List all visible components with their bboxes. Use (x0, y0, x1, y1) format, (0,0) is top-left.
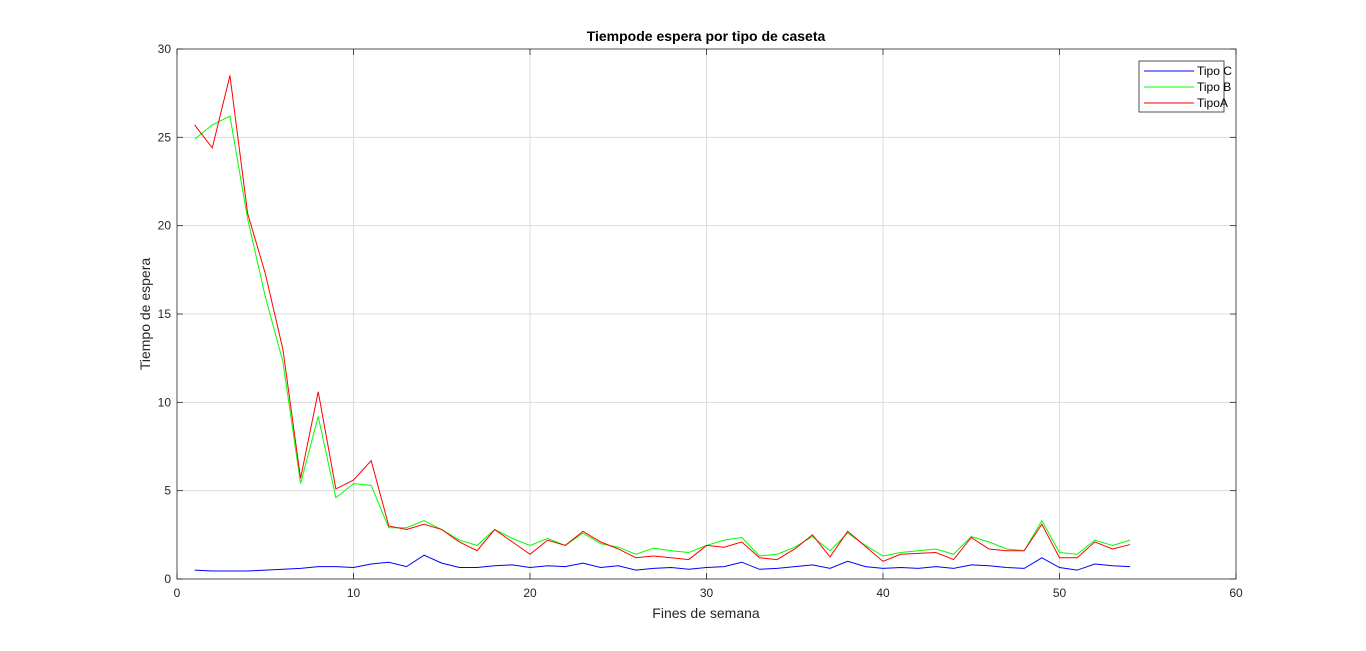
y-tick-label: 5 (164, 484, 171, 498)
x-axis-ticks: 0 10 20 30 40 50 60 (174, 49, 1243, 600)
x-tick-label: 20 (523, 586, 537, 600)
y-axis-ticks: 0 5 10 15 20 25 30 (158, 42, 1236, 586)
series-line-tipo-b (194, 115, 1131, 557)
series-lines (194, 75, 1131, 572)
grid (177, 49, 1236, 579)
y-tick-label: 25 (158, 130, 172, 144)
legend: Tipo C Tipo B TipoA (1138, 60, 1232, 113)
x-tick-label: 30 (700, 586, 714, 600)
y-tick-label: 0 (164, 572, 171, 586)
chart-title: Tiempode espera por tipo de caseta (587, 28, 826, 44)
y-axis-label: Tiempo de espera (137, 258, 153, 371)
series-line-tipo-c (194, 554, 1131, 572)
x-tick-label: 60 (1229, 586, 1243, 600)
legend-entry-label: Tipo C (1197, 64, 1232, 78)
y-tick-label: 30 (158, 42, 172, 56)
x-axis-label: Fines de semana (652, 605, 760, 621)
y-tick-label: 10 (158, 395, 172, 409)
legend-entry-label: Tipo B (1197, 80, 1231, 94)
y-tick-label: 15 (158, 307, 172, 321)
legend-entry-label: TipoA (1197, 96, 1228, 110)
x-tick-label: 50 (1053, 586, 1067, 600)
x-tick-label: 0 (174, 586, 181, 600)
x-tick-label: 10 (347, 586, 361, 600)
series-line-tipoa (194, 75, 1131, 562)
y-tick-label: 20 (158, 219, 172, 233)
x-tick-label: 40 (876, 586, 890, 600)
